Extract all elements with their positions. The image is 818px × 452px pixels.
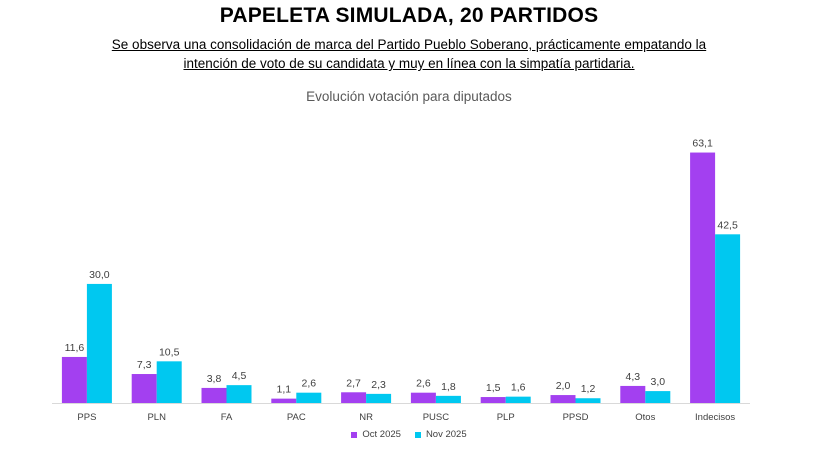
data-label-indecisos-oct: 63,1 <box>692 138 713 150</box>
subtitle-line-2: intención de voto de su candidata y muy … <box>183 56 635 71</box>
bar-ppsd-nov <box>575 398 601 403</box>
data-label-indecisos-nov: 42,5 <box>717 219 738 231</box>
subtitle-line-1: Se observa una consolidación de marca de… <box>111 37 707 52</box>
bar-otos-nov <box>645 391 671 403</box>
data-label-nr-oct: 2,7 <box>346 377 361 389</box>
bar-fa-oct <box>201 387 227 403</box>
bar-pps-oct <box>61 356 87 403</box>
data-label-pac-nov: 2,6 <box>301 378 316 390</box>
data-label-pps-nov: 30,0 <box>89 269 110 281</box>
bar-pusc-oct <box>410 392 436 403</box>
data-label-plp-nov: 1,6 <box>511 382 526 394</box>
bar-indecisos-nov <box>715 234 741 403</box>
category-label-ppsd: PPSD <box>563 412 589 423</box>
data-label-pusc-oct: 2,6 <box>416 378 431 390</box>
data-label-plp-oct: 1,5 <box>486 382 501 394</box>
data-label-ppsd-oct: 2,0 <box>556 380 571 392</box>
bar-pac-nov <box>296 392 322 403</box>
legend-item-nov: Nov 2025 <box>414 429 467 440</box>
bar-plp-oct <box>480 397 506 403</box>
bar-pln-oct <box>131 374 157 403</box>
category-label-pusc: PUSC <box>423 412 450 423</box>
legend-label-oct: Oct 2025 <box>362 429 401 440</box>
bar-ppsd-oct <box>550 395 576 403</box>
data-label-pusc-nov: 1,8 <box>441 381 456 393</box>
bar-pln-nov <box>156 361 182 403</box>
legend-swatch-nov <box>414 431 421 438</box>
data-label-nr-nov: 2,3 <box>371 379 386 391</box>
category-label-pps: PPS <box>77 412 96 423</box>
legend-item-oct: Oct 2025 <box>351 429 401 440</box>
chart-legend: Oct 2025 Nov 2025 <box>0 429 818 440</box>
chart-title: Evolución votación para diputados <box>306 89 512 104</box>
bar-fa-nov <box>226 385 252 403</box>
legend-swatch-oct <box>351 431 358 438</box>
legend-label-nov: Nov 2025 <box>425 429 467 440</box>
bar-nr-nov <box>366 393 392 403</box>
page-subtitle: Se observa una consolidación de marca de… <box>70 35 748 73</box>
data-label-pac-oct: 1,1 <box>276 384 291 396</box>
data-label-otos-nov: 3,0 <box>650 376 665 388</box>
category-label-indecisos: Indecisos <box>695 412 735 423</box>
bar-pps-nov <box>86 283 112 403</box>
bar-indecisos-oct <box>690 152 716 403</box>
data-label-otos-oct: 4,3 <box>625 371 640 383</box>
bar-plp-nov <box>505 396 531 403</box>
bar-otos-oct <box>620 385 646 403</box>
data-label-pln-nov: 10,5 <box>159 346 180 358</box>
data-label-ppsd-nov: 1,2 <box>581 383 596 395</box>
data-label-fa-nov: 4,5 <box>232 370 247 382</box>
category-label-plp: PLP <box>497 412 515 423</box>
bar-pusc-nov <box>435 395 461 403</box>
page-title: PAPELETA SIMULADA, 20 PARTIDOS <box>219 4 599 27</box>
category-label-pln: PLN <box>147 412 166 423</box>
bar-nr-oct <box>341 392 367 403</box>
category-label-nr: NR <box>359 412 373 423</box>
data-label-fa-oct: 3,8 <box>207 373 222 385</box>
category-label-otos: Otos <box>635 412 655 423</box>
category-label-fa: FA <box>221 412 233 423</box>
category-label-pac: PAC <box>287 412 306 423</box>
data-label-pln-oct: 7,3 <box>137 359 152 371</box>
data-label-pps-oct: 11,6 <box>65 342 85 354</box>
bar-pac-oct <box>271 398 297 403</box>
